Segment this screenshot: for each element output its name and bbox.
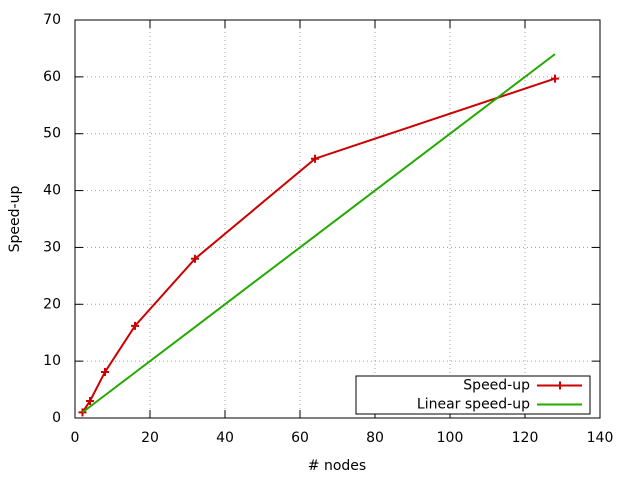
- series-line: [81, 53, 556, 414]
- x-tick-label: 80: [366, 430, 384, 446]
- data-point: [311, 154, 319, 163]
- data-point: [551, 74, 559, 83]
- x-tick-label: 40: [216, 430, 234, 446]
- y-tick-label: 0: [52, 410, 61, 426]
- y-tick-label: 50: [43, 126, 61, 142]
- x-tick-label: 60: [291, 430, 309, 446]
- legend-label: Speed-up: [463, 378, 530, 394]
- data-point: [86, 396, 94, 405]
- x-tick-label: 0: [71, 430, 80, 446]
- x-tick-label: 140: [587, 430, 614, 446]
- y-tick-label: 40: [43, 183, 61, 199]
- y-tick-label: 70: [43, 12, 61, 28]
- y-tick-label: 10: [43, 353, 61, 369]
- x-tick-label: 20: [141, 430, 159, 446]
- legend-label: Linear speed-up: [417, 397, 530, 413]
- data-point: [101, 367, 109, 376]
- plot-border: [74, 19, 601, 419]
- data-point: [131, 321, 139, 330]
- y-tick-label: 30: [43, 239, 61, 255]
- x-tick-label: 100: [437, 430, 464, 446]
- x-axis-label: # nodes: [308, 458, 366, 474]
- x-tick-label: 120: [512, 430, 539, 446]
- y-tick-label: 20: [43, 296, 61, 312]
- y-axis-label: Speed-up: [7, 186, 23, 253]
- legend-marker: [556, 381, 564, 390]
- series-line: [81, 77, 556, 413]
- y-tick-label: 60: [43, 69, 61, 85]
- legend-box: [355, 375, 591, 415]
- data-point: [191, 254, 199, 263]
